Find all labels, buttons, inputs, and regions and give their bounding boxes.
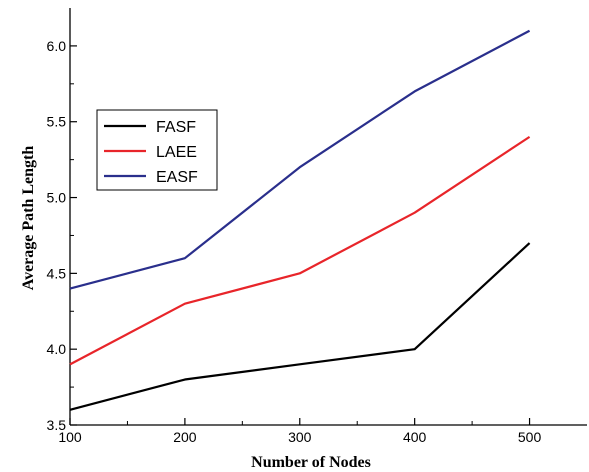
legend-label-laee: LAEE <box>156 144 197 161</box>
axes: 100 200 300 400 500 3.5 4.0 4.5 5.0 5.5 6.0 <box>47 8 587 445</box>
y-tick-label: 4.0 <box>47 341 67 357</box>
legend: FASF LAEE EASF <box>96 109 218 191</box>
x-tick-label: 300 <box>288 429 312 445</box>
series-line-fasf <box>69 242 531 411</box>
series-line-laee <box>69 135 531 366</box>
y-tick-label: 4.5 <box>47 265 67 281</box>
x-tick-label: 500 <box>518 429 542 445</box>
legend-label-fasf: FASF <box>156 119 196 136</box>
x-tick-label: 100 <box>58 429 82 445</box>
y-tick-label: 5.0 <box>47 190 67 206</box>
y-tick-label: 6.0 <box>47 38 67 54</box>
legend-label-easf: EASF <box>156 169 198 186</box>
y-axis-title: Average Path Length <box>20 146 37 291</box>
x-tick-label: 400 <box>403 429 427 445</box>
series-layer <box>69 29 531 411</box>
y-tick-label: 3.5 <box>47 417 67 433</box>
series-line-easf <box>69 29 531 290</box>
y-tick-label: 5.5 <box>47 114 67 130</box>
x-tick-label: 200 <box>173 429 197 445</box>
x-axis-title: Number of Nodes <box>251 454 371 471</box>
